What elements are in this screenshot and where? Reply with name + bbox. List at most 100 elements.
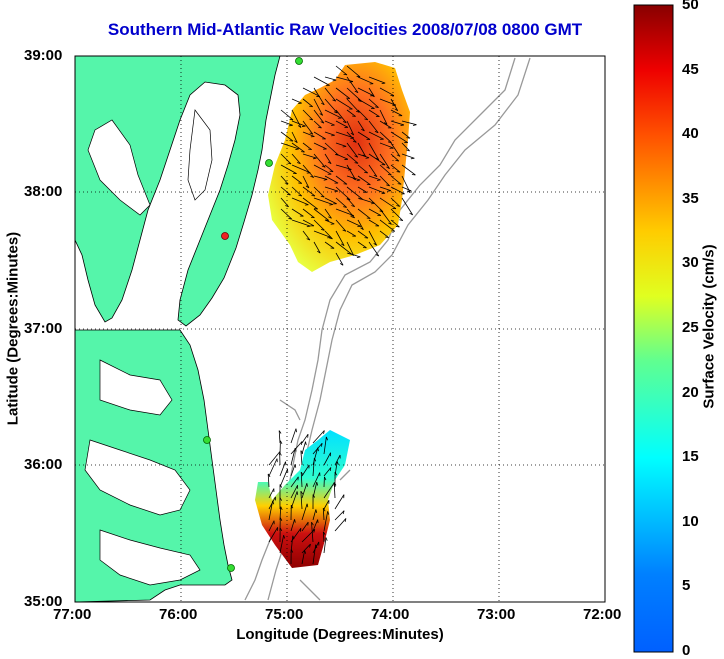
velocity-arrow	[346, 208, 355, 219]
velocity-arrow	[334, 518, 347, 532]
velocity-arrowhead	[329, 204, 333, 206]
velocity-arrowhead	[376, 179, 381, 181]
velocity-arrowhead	[292, 535, 295, 540]
velocity-arrowhead	[286, 193, 291, 196]
velocity-arrow	[335, 98, 353, 110]
velocity-arrowhead	[366, 217, 371, 219]
velocity-arrow	[312, 430, 325, 444]
velocity-arrow	[401, 142, 410, 152]
velocity-arrowhead	[352, 177, 356, 181]
velocity-arrow	[357, 186, 367, 193]
velocity-arrowhead	[354, 155, 358, 158]
velocity-arrowhead	[406, 137, 410, 139]
velocity-arrow	[302, 186, 316, 197]
velocity-arrow	[368, 230, 378, 246]
colorbar-label: Surface Velocity (cm/s)	[700, 244, 718, 409]
velocity-arrowhead	[321, 443, 323, 447]
velocity-arrow	[379, 175, 390, 187]
velocity-arrowhead	[336, 461, 339, 465]
velocity-arrowhead	[386, 184, 390, 187]
velocity-arrow	[323, 482, 335, 499]
velocity-arrow	[291, 98, 302, 104]
velocity-arrow	[357, 87, 374, 97]
velocity-arrowhead	[320, 228, 325, 231]
velocity-arrowhead	[294, 448, 297, 452]
velocity-arrow	[368, 87, 375, 97]
velocity-arrowhead	[309, 118, 313, 121]
velocity-arrow	[357, 197, 375, 204]
velocity-arrowhead	[298, 182, 302, 184]
velocity-arrowhead	[279, 497, 282, 501]
velocity-arrow	[290, 464, 296, 477]
velocity-arrow	[280, 175, 289, 185]
velocity-field-south	[255, 430, 350, 568]
velocity-arrowhead	[296, 162, 301, 165]
velocity-arrow	[268, 527, 279, 543]
velocity-arrowhead	[364, 171, 368, 174]
velocity-arrow	[390, 142, 401, 157]
velocity-arrow	[390, 153, 400, 162]
velocity-arrow	[368, 98, 379, 108]
velocity-arrow	[300, 450, 303, 466]
velocity-arrow	[290, 428, 297, 444]
colorbar-tick: 25	[682, 319, 699, 336]
velocity-arrowhead	[346, 97, 350, 100]
velocity-arrow	[302, 197, 318, 210]
velocity-arrowhead	[295, 428, 297, 433]
velocity-arrow	[334, 510, 345, 521]
velocity-arrow	[301, 483, 308, 499]
velocity-arrow	[324, 120, 335, 126]
velocity-arrow	[313, 197, 333, 205]
velocity-arrow	[313, 175, 328, 180]
velocity-arrow	[291, 219, 311, 227]
velocity-arrow	[346, 252, 361, 258]
velocity-arrow	[313, 131, 326, 140]
velocity-arrow	[291, 208, 304, 217]
velocity-arrow	[302, 230, 311, 241]
velocity-arrow	[291, 142, 305, 153]
velocity-arrowhead	[325, 537, 328, 541]
velocity-arrow	[335, 120, 349, 128]
x-tick-label: 72:00	[583, 606, 622, 623]
velocity-arrowhead	[327, 511, 330, 515]
velocity-arrow	[335, 109, 347, 124]
velocity-arrowhead	[352, 115, 356, 117]
velocity-arrow	[390, 131, 408, 143]
velocity-arrow	[346, 87, 362, 102]
velocity-arrowhead	[297, 125, 302, 128]
velocity-arrow	[268, 451, 281, 466]
velocity-arrowhead	[319, 113, 323, 116]
velocity-arrowhead	[373, 174, 378, 178]
velocity-arrowhead	[358, 100, 362, 102]
velocity-arrow	[368, 164, 378, 177]
gridlines	[75, 56, 605, 602]
velocity-arrowhead	[334, 471, 338, 476]
velocity-arrow	[335, 208, 354, 217]
velocity-arrow	[368, 241, 380, 257]
velocity-arrow	[346, 131, 357, 143]
velocity-arrowhead	[332, 99, 336, 102]
x-tick-label: 73:00	[477, 606, 516, 623]
velocity-arrow	[379, 142, 394, 149]
colorbar-tick: 50	[682, 0, 699, 13]
velocity-arrowhead	[279, 517, 283, 522]
velocity-arrowhead	[327, 161, 332, 165]
velocity-arrow	[346, 197, 355, 207]
water-inlets	[84, 109, 213, 586]
velocity-arrow	[357, 164, 368, 174]
velocity-arrowhead	[289, 124, 293, 127]
velocity-arrowhead	[309, 543, 311, 548]
velocity-arrow	[267, 473, 270, 488]
colorbar	[633, 4, 674, 653]
velocity-arrowhead	[305, 185, 310, 189]
velocity-arrowhead	[285, 205, 289, 208]
velocity-arrow	[290, 519, 295, 532]
velocity-arrowhead	[356, 179, 361, 182]
velocity-field-north	[268, 62, 410, 272]
velocity-arrow	[346, 241, 355, 256]
velocity-arrowhead	[387, 190, 391, 192]
velocity-arrowhead	[406, 149, 410, 152]
velocity-arrow	[323, 436, 327, 455]
velocity-arrowhead	[305, 441, 307, 446]
velocity-arrowhead	[375, 157, 379, 161]
